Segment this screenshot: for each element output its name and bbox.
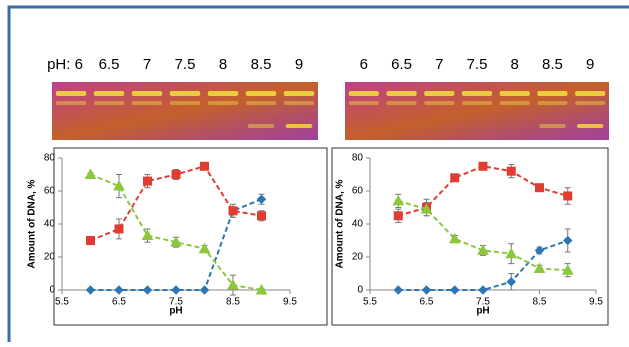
marker bbox=[564, 192, 572, 200]
lane-label: 7 bbox=[143, 56, 151, 73]
marker bbox=[201, 162, 209, 170]
y-tick-label: 0 bbox=[357, 285, 363, 296]
x-axis-label: pH bbox=[476, 306, 489, 317]
y-tick-label: 20 bbox=[44, 252, 56, 263]
gel-image bbox=[52, 82, 318, 140]
gel-band bbox=[284, 101, 314, 105]
gel-band bbox=[424, 91, 454, 96]
y-tick-label: 80 bbox=[44, 153, 56, 164]
marker bbox=[394, 212, 402, 220]
gel-band bbox=[500, 91, 530, 96]
gel-band bbox=[170, 91, 200, 96]
x-tick-label: 6.5 bbox=[112, 297, 126, 308]
gel-band bbox=[575, 91, 605, 96]
y-tick-label: 60 bbox=[352, 186, 364, 197]
marker bbox=[172, 171, 180, 179]
gel-band bbox=[56, 91, 86, 96]
gel-band bbox=[248, 124, 275, 128]
gel-band bbox=[246, 91, 276, 96]
x-tick-label: 8.5 bbox=[226, 297, 240, 308]
gel-band bbox=[537, 91, 567, 96]
gel-band bbox=[132, 91, 162, 96]
y-tick-label: 80 bbox=[352, 153, 364, 164]
y-tick-label: 40 bbox=[352, 219, 364, 230]
gel-band bbox=[170, 101, 200, 105]
lane-label: 8 bbox=[511, 56, 519, 73]
x-tick-label: 9.5 bbox=[589, 297, 603, 308]
lane-label: 6.5 bbox=[391, 56, 412, 73]
lane-label: 8 bbox=[219, 56, 227, 73]
gel-band bbox=[132, 101, 162, 105]
x-tick-label: 5.5 bbox=[363, 297, 377, 308]
gel-band bbox=[462, 91, 492, 96]
y-axis-label: Amount of DNA, % bbox=[335, 179, 346, 268]
lane-label: 7.5 bbox=[175, 56, 196, 73]
marker bbox=[451, 174, 459, 182]
gel-band bbox=[539, 124, 565, 128]
x-tick-label: 5.5 bbox=[55, 297, 69, 308]
marker bbox=[507, 167, 515, 175]
marker bbox=[87, 237, 95, 245]
marker bbox=[258, 212, 266, 220]
gel-band bbox=[208, 101, 238, 105]
y-tick-label: 60 bbox=[44, 186, 56, 197]
gel-band bbox=[424, 101, 454, 105]
gel-band bbox=[246, 101, 276, 105]
gel-band bbox=[575, 101, 605, 105]
gel-image bbox=[345, 82, 609, 140]
lane-label: 8.5 bbox=[251, 56, 272, 73]
gel-band bbox=[94, 101, 124, 105]
y-axis-label: Amount of DNA, % bbox=[27, 179, 38, 268]
gel-band bbox=[208, 91, 238, 96]
gel-band bbox=[500, 101, 530, 105]
x-tick-label: 9.5 bbox=[283, 297, 297, 308]
gel-band bbox=[386, 101, 416, 105]
lane-label: 9 bbox=[295, 56, 303, 73]
y-tick-label: 40 bbox=[44, 219, 56, 230]
marker bbox=[144, 177, 152, 185]
gel-band bbox=[286, 124, 313, 128]
gel-band bbox=[349, 101, 379, 105]
lane-label: 7 bbox=[435, 56, 443, 73]
x-tick-label: 6.5 bbox=[420, 297, 434, 308]
y-tick-label: 0 bbox=[49, 285, 55, 296]
gel-band bbox=[56, 101, 86, 105]
lane-label: pH: 6 bbox=[47, 56, 83, 73]
figure: pH: 6 6.5 7 7.5 8 8.5 9 6 6.5 7 7.5 8 8.5 9 0 20 40 60 80 5… bbox=[0, 0, 629, 342]
gel-band bbox=[577, 124, 603, 128]
lane-label: 6.5 bbox=[99, 56, 120, 73]
gel-band bbox=[284, 91, 314, 96]
marker bbox=[229, 207, 237, 215]
gel-band bbox=[94, 91, 124, 96]
lane-label: 7.5 bbox=[467, 56, 488, 73]
lane-label: 8.5 bbox=[542, 56, 563, 73]
lane-label: 9 bbox=[586, 56, 594, 73]
marker bbox=[536, 184, 544, 192]
gel-band bbox=[386, 91, 416, 96]
gel-band bbox=[537, 101, 567, 105]
marker bbox=[479, 162, 487, 170]
lane-label: 6 bbox=[360, 56, 368, 73]
marker bbox=[115, 225, 123, 233]
x-tick-label: 8.5 bbox=[533, 297, 547, 308]
x-axis-label: pH bbox=[169, 306, 182, 317]
gel-band bbox=[462, 101, 492, 105]
gel-band bbox=[349, 91, 379, 96]
y-tick-label: 20 bbox=[352, 252, 364, 263]
